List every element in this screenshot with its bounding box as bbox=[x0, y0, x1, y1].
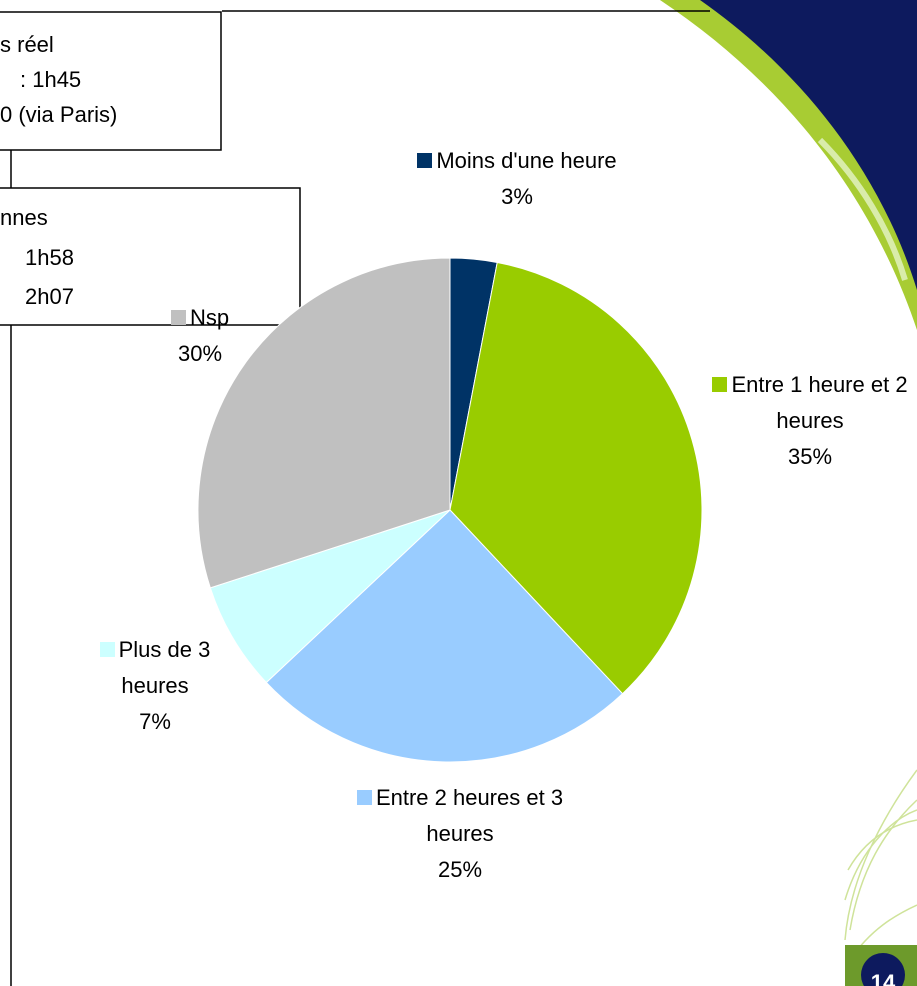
value-label: 25% bbox=[438, 857, 482, 882]
category-label: Nsp bbox=[190, 305, 229, 330]
data-label: Plus de 3 heures 7% bbox=[75, 632, 235, 740]
data-label: Entre 2 heures et 3 heures 25% bbox=[330, 780, 590, 888]
data-label: Nsp 30% bbox=[140, 300, 260, 372]
category-label: Moins d'une heure bbox=[436, 148, 616, 173]
category-label: Entre 2 heures et 3 heures bbox=[376, 785, 563, 846]
legend-swatch bbox=[417, 153, 432, 168]
value-label: 30% bbox=[178, 341, 222, 366]
page-number: 14 bbox=[871, 970, 896, 986]
slide: 14 s réel : 1h45 0 (via Paris) nnes 1h58… bbox=[0, 0, 917, 986]
value-label: 3% bbox=[501, 184, 533, 209]
value-label: 35% bbox=[788, 444, 832, 469]
text-line: 1h58 bbox=[25, 240, 74, 276]
decor-lines bbox=[845, 770, 917, 960]
text-line: nnes bbox=[0, 200, 48, 236]
category-label: Entre 1 heure et 2 heures bbox=[731, 372, 907, 433]
data-label: Moins d'une heure 3% bbox=[412, 143, 622, 215]
pie bbox=[198, 258, 702, 762]
legend-swatch bbox=[712, 377, 727, 392]
legend-swatch bbox=[171, 310, 186, 325]
text-line: 0 (via Paris) bbox=[0, 97, 117, 133]
legend-swatch bbox=[357, 790, 372, 805]
legend-swatch bbox=[100, 642, 115, 657]
category-label: Plus de 3 heures bbox=[119, 637, 211, 698]
text-line: 2h07 bbox=[25, 279, 74, 315]
value-label: 7% bbox=[139, 709, 171, 734]
text-line: : 1h45 bbox=[20, 62, 81, 98]
text-line: s réel bbox=[0, 27, 54, 63]
data-label: Entre 1 heure et 2 heures 35% bbox=[700, 367, 917, 475]
